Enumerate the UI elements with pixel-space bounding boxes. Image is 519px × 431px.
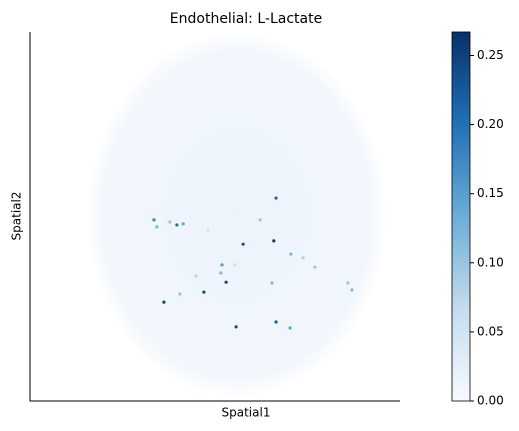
spot xyxy=(224,280,228,284)
spot xyxy=(181,222,185,226)
colorbar-tick-label: 0.15 xyxy=(477,186,504,200)
spot xyxy=(162,300,166,304)
spot xyxy=(202,290,206,294)
colorbar-tick-label: 0.05 xyxy=(477,324,504,338)
spot xyxy=(272,239,276,243)
spot xyxy=(219,271,223,275)
spot xyxy=(220,263,224,267)
colorbar-tick-label: 0.20 xyxy=(477,117,504,131)
colorbar-tick-label: 0.00 xyxy=(477,394,504,408)
colorbar-tick-label: 0.10 xyxy=(477,255,504,269)
spot xyxy=(152,218,156,222)
x-axis-label: Spatial1 xyxy=(222,406,271,420)
colorbar xyxy=(451,31,471,402)
spot xyxy=(258,218,262,222)
spot xyxy=(350,288,354,292)
spot xyxy=(234,325,238,329)
tissue-background xyxy=(89,35,385,395)
spot xyxy=(346,281,350,285)
spot xyxy=(175,223,179,227)
spot xyxy=(274,320,278,324)
spot xyxy=(301,256,305,260)
spot xyxy=(233,263,237,267)
spot xyxy=(274,196,278,200)
spot xyxy=(289,252,293,256)
spot xyxy=(155,225,159,229)
spot xyxy=(241,242,245,246)
spot xyxy=(313,265,317,269)
spot xyxy=(288,326,292,330)
y-axis-label: Spatial2 xyxy=(10,192,24,241)
axes xyxy=(29,32,400,402)
spot xyxy=(270,281,274,285)
spot xyxy=(168,220,172,224)
colorbar-tick-label: 0.25 xyxy=(477,48,504,62)
spot xyxy=(194,274,198,278)
spot xyxy=(178,292,182,296)
spot xyxy=(206,228,210,232)
chart-title: Endothelial: L-Lactate xyxy=(170,11,322,27)
